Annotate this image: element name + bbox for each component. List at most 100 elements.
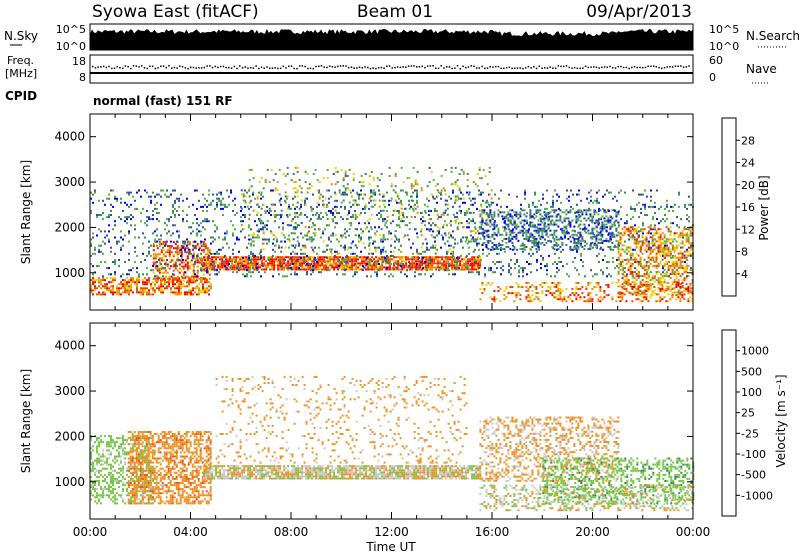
data-cell xyxy=(480,259,482,261)
data-cell xyxy=(591,235,594,238)
data-cell xyxy=(182,285,184,288)
data-cell xyxy=(274,189,277,192)
data-cell xyxy=(577,239,580,242)
data-cell xyxy=(524,197,526,200)
data-cell xyxy=(389,256,392,259)
nave-dot xyxy=(557,65,560,67)
data-cell xyxy=(92,281,94,284)
data-cell xyxy=(174,261,177,264)
data-cell xyxy=(382,195,385,198)
data-cell xyxy=(278,214,280,216)
data-cell xyxy=(479,266,482,269)
data-cell xyxy=(463,264,466,267)
data-cell xyxy=(531,225,534,228)
data-cell xyxy=(222,203,224,206)
data-cell xyxy=(440,213,443,216)
data-cell xyxy=(296,195,299,198)
data-cell xyxy=(247,262,250,265)
data-cell xyxy=(412,166,415,169)
data-cell xyxy=(639,246,642,249)
data-cell xyxy=(305,260,308,263)
data-cell xyxy=(260,177,263,180)
data-cell xyxy=(304,226,307,229)
data-cell xyxy=(343,266,346,269)
data-cell xyxy=(438,228,441,231)
data-cell xyxy=(136,281,138,284)
data-cell xyxy=(128,232,130,235)
nave-dot xyxy=(593,66,595,68)
data-cell xyxy=(541,235,544,238)
data-cell xyxy=(234,261,236,263)
data-cell xyxy=(417,264,420,267)
data-cell xyxy=(458,189,461,192)
nave-dot xyxy=(614,67,617,69)
data-cell xyxy=(416,205,419,208)
data-cell xyxy=(476,271,478,274)
data-cell xyxy=(246,205,249,208)
data-cell xyxy=(556,199,558,202)
data-cell xyxy=(180,248,182,251)
data-cell xyxy=(154,285,156,288)
data-cell xyxy=(126,203,128,206)
data-cell xyxy=(252,236,254,239)
data-cell xyxy=(657,248,660,251)
data-cell xyxy=(351,258,354,261)
data-cell xyxy=(493,244,496,246)
data-cell xyxy=(162,241,165,243)
data-cell xyxy=(589,244,592,246)
data-cell xyxy=(176,248,178,251)
data-cell xyxy=(438,191,440,194)
data-cell xyxy=(348,228,351,231)
data-cell xyxy=(412,252,414,255)
data-cell xyxy=(486,222,488,225)
data-cell xyxy=(428,228,430,231)
data-cell xyxy=(474,222,476,225)
data-cell xyxy=(515,223,518,226)
data-cell xyxy=(279,266,282,269)
data-cell xyxy=(261,260,264,263)
data-cell xyxy=(248,179,251,182)
data-cell xyxy=(290,263,292,265)
data-cell xyxy=(635,260,638,263)
nave-dot xyxy=(372,67,374,69)
data-cell xyxy=(220,201,222,204)
data-cell xyxy=(128,205,130,208)
data-cell xyxy=(641,252,644,255)
data-cell xyxy=(574,267,576,270)
data-cell xyxy=(205,264,208,267)
data-cell xyxy=(549,229,552,232)
data-cell xyxy=(481,244,484,246)
data-cell xyxy=(228,246,230,249)
data-cell xyxy=(318,217,321,220)
data-cell xyxy=(623,226,626,229)
data-cell xyxy=(570,240,572,243)
data-cell xyxy=(655,273,658,275)
data-cell xyxy=(200,261,203,264)
data-cell xyxy=(310,236,313,239)
data-cell xyxy=(266,238,268,241)
data-cell xyxy=(585,209,588,212)
data-cell xyxy=(297,262,300,265)
data-cell xyxy=(112,189,114,192)
data-cell xyxy=(599,227,602,230)
data-cell xyxy=(218,271,220,274)
data-cell xyxy=(482,234,484,237)
data-cell xyxy=(248,254,250,257)
data-cell xyxy=(474,183,477,186)
data-cell xyxy=(92,232,94,235)
data-cell xyxy=(340,201,343,204)
data-cell xyxy=(142,281,144,284)
data-cell xyxy=(382,193,385,196)
data-cell xyxy=(248,213,251,216)
data-cell xyxy=(379,268,382,271)
data-cell xyxy=(240,193,243,196)
data-cell xyxy=(214,252,216,255)
data-cell xyxy=(204,245,207,248)
data-cell xyxy=(511,215,514,218)
data-cell xyxy=(237,256,240,259)
data-cell xyxy=(354,252,356,255)
data-cell xyxy=(629,268,632,271)
data-cell xyxy=(474,228,477,231)
data-cell xyxy=(636,203,638,206)
data-cell xyxy=(577,231,580,234)
